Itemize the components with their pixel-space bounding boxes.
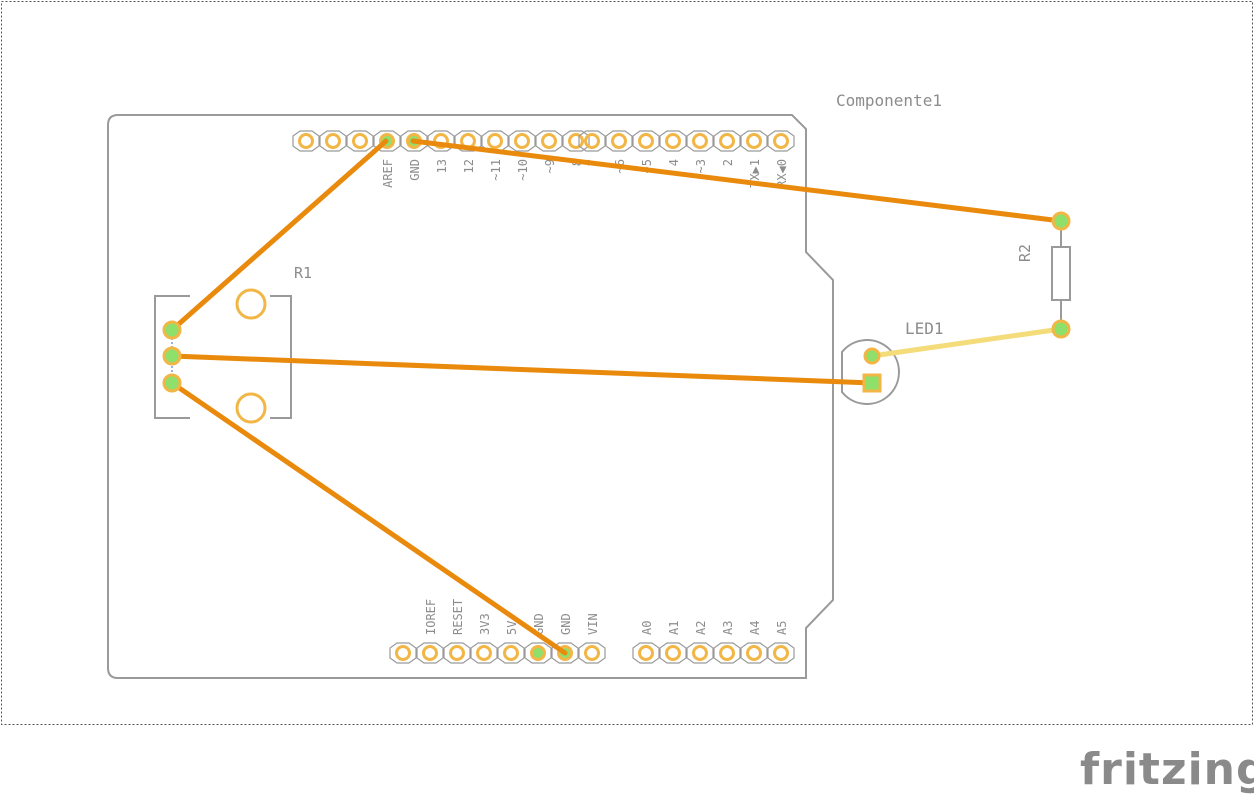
pin-label: GND	[408, 159, 422, 181]
module-label: Componente1	[836, 91, 942, 110]
fritzing-logo: fritzing	[1080, 744, 1254, 795]
pin-label: GND	[532, 613, 546, 635]
header-top-left-pin-1[interactable]	[319, 130, 347, 152]
trace-gnd-to-r1[interactable]	[169, 138, 389, 333]
r1-label: R1	[294, 264, 312, 282]
header-top-right-pin-7[interactable]	[767, 130, 795, 152]
header-top-right-pin-3[interactable]	[659, 130, 687, 152]
header-top-left-pin-2[interactable]	[346, 130, 374, 152]
header-bottom-power-pin-0[interactable]	[389, 642, 417, 664]
r1-pin-3[interactable]	[162, 373, 182, 393]
header-top-left-pin-9[interactable]	[535, 130, 563, 152]
header-top-left-pin-5[interactable]	[427, 130, 455, 152]
header-bottom-power-pin-2[interactable]	[443, 642, 471, 664]
led1-cathode-pad[interactable]	[862, 373, 882, 393]
led1-footprint[interactable]	[841, 339, 900, 405]
pin-label: 4	[667, 159, 681, 166]
canvas-frame	[1, 1, 1253, 725]
header-top-right-pin-5[interactable]	[713, 130, 741, 152]
pin-label: 3V3	[478, 613, 492, 635]
pin-label: A4	[748, 621, 762, 635]
header-bottom-analog-pin-4[interactable]	[740, 642, 768, 664]
pin-label: A2	[694, 621, 708, 635]
pin-label: 2	[721, 159, 735, 166]
pin-label: GND	[559, 613, 573, 635]
trace-led-to-r2[interactable]	[869, 326, 1064, 359]
pin-label: 13	[435, 159, 449, 173]
pin-label: AREF	[381, 159, 395, 188]
component-pads	[162, 211, 1071, 393]
pin-label: IOREF	[424, 599, 438, 635]
header-bottom-power: IOREF RESET 3V3 5V GND GND VIN	[389, 599, 606, 664]
pin-label: RESET	[451, 599, 465, 635]
pin-label: VIN	[586, 613, 600, 635]
trace-d13-to-r2[interactable]	[410, 138, 1064, 224]
header-bottom-analog-pin-2[interactable]	[686, 642, 714, 664]
header-bottom-power-pin-5[interactable]	[524, 642, 552, 664]
header-top-right-pin-4[interactable]	[686, 130, 714, 152]
pin-label: 5V	[505, 621, 519, 635]
header-bottom-analog: A0 A1 A2 A3 A4 A5	[632, 621, 795, 664]
shield-outline	[107, 114, 834, 679]
pin-label: A1	[667, 621, 681, 635]
header-top-right-pin-1[interactable]	[605, 130, 633, 152]
pin-label: ~9	[543, 159, 557, 173]
pin-label: ~10	[516, 159, 530, 181]
r1-pin-2[interactable]	[162, 346, 182, 366]
trace-r1-to-gnd[interactable]	[169, 380, 568, 656]
header-bottom-power-pin-4[interactable]	[497, 642, 525, 664]
trace-r1-wiper-to-led[interactable]	[169, 353, 875, 386]
header-bottom-power-pin-1[interactable]	[416, 642, 444, 664]
pin-label: ~11	[489, 159, 503, 181]
pin-label: A5	[775, 621, 789, 635]
pin-label: RX◀0	[775, 159, 789, 188]
pin-label: 12	[462, 159, 476, 173]
header-bottom-analog-pin-5[interactable]	[767, 642, 795, 664]
header-bottom-analog-pin-1[interactable]	[659, 642, 687, 664]
r2-pin-1[interactable]	[1051, 211, 1071, 231]
pin-label: A3	[721, 621, 735, 635]
header-top-right: 7 ~6 ~5 4 ~3 2 TX▶1 RX◀0	[578, 130, 795, 188]
header-top-right-pin-2[interactable]	[632, 130, 660, 152]
header-bottom-power-pin-7[interactable]	[578, 642, 606, 664]
pin-label: A0	[640, 621, 654, 635]
header-bottom-analog-pin-0[interactable]	[632, 642, 660, 664]
header-top-left-pin-8[interactable]	[508, 130, 536, 152]
r2-pin-2[interactable]	[1051, 319, 1071, 339]
header-top-right-pin-0[interactable]	[578, 130, 606, 152]
pin-label: ~3	[694, 159, 708, 173]
header-top-right-pin-6[interactable]	[740, 130, 768, 152]
header-top-left-pin-0[interactable]	[292, 130, 320, 152]
led1-label: LED1	[905, 319, 944, 338]
r2-label: R2	[1016, 244, 1034, 262]
header-bottom-analog-pin-3[interactable]	[713, 642, 741, 664]
led1-anode-pad[interactable]	[863, 347, 881, 365]
traces-bottom	[169, 138, 1064, 656]
r1-pin-1[interactable]	[162, 320, 182, 340]
header-bottom-power-pin-3[interactable]	[470, 642, 498, 664]
r2-resistor[interactable]	[1051, 221, 1071, 329]
